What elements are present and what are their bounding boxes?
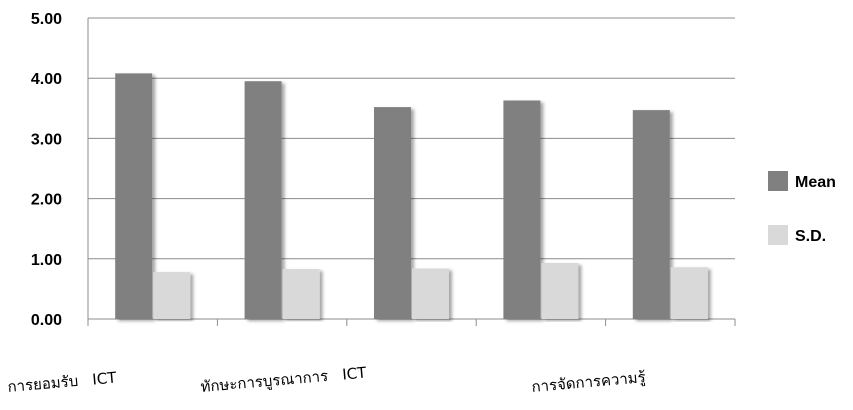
y-tick-label: 1.00	[31, 252, 62, 269]
y-tick-label: 4.00	[31, 71, 62, 88]
sd-bar	[282, 269, 320, 319]
mean-bar	[115, 73, 153, 319]
axes	[87, 18, 736, 326]
mean-bar	[244, 81, 282, 320]
legend-label: Mean	[795, 174, 836, 191]
sd-bar	[670, 267, 708, 319]
x-tick-label: การยอมรับ ICT	[7, 368, 118, 396]
legend: Mean S.D.	[768, 171, 836, 245]
legend-swatch	[768, 171, 788, 191]
y-tick-label: 2.00	[31, 192, 62, 209]
mean-bar	[632, 110, 670, 319]
mean-bar	[374, 107, 411, 319]
x-tick-labels: การยอมรับ ICT ทักษะการบูรณาการ ICT การจัดก…	[7, 363, 647, 396]
legend-swatch	[768, 225, 788, 245]
gridlines	[88, 17, 735, 260]
sd-bar	[153, 272, 191, 319]
y-tick-label: 0.00	[31, 312, 62, 329]
x-tick-label: ทักษะการบูรณาการ ICT	[200, 363, 368, 396]
bars	[115, 73, 708, 320]
y-tick-label: 3.00	[31, 131, 62, 148]
x-tick-label: การจัดการความรู้	[531, 368, 647, 396]
sd-bar	[412, 268, 449, 319]
mean-bar	[503, 100, 541, 319]
sd-bar	[541, 263, 579, 319]
y-tick-labels: 0.00 1.00 2.00 3.00 4.00 5.00	[31, 11, 62, 329]
y-tick-label: 5.00	[31, 11, 62, 28]
legend-label: S.D.	[795, 228, 826, 245]
